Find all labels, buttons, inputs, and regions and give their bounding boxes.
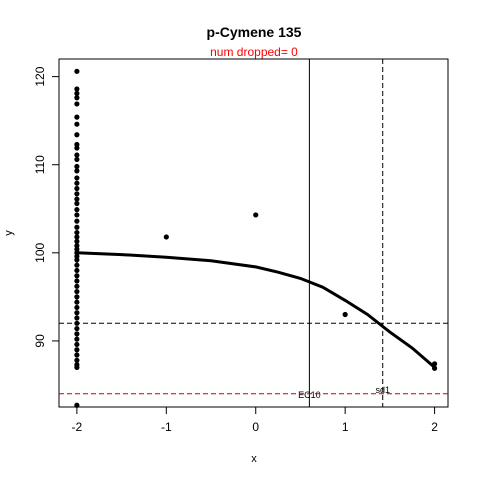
data-point [74,304,80,311]
data-point [74,341,80,348]
fitted-curve-layer [76,251,436,369]
y-axis: 90 100 110 120 [33,66,60,348]
data-point [74,101,80,107]
data-point [74,156,80,163]
data-point [74,283,80,289]
data-point [253,212,259,218]
x-tick-label: 1 [342,420,349,434]
data-point [431,361,438,367]
data-point [74,278,80,284]
y-tick-label: 120 [33,66,47,86]
fitted-curve [76,251,436,369]
data-point [74,132,80,138]
x-axis: -2 -1 0 1 2 [72,406,438,434]
data-point [74,294,80,300]
y-tick-label: 100 [33,242,47,262]
data-point [74,347,80,353]
data-point [74,90,80,96]
data-point [74,207,80,213]
data-point [74,364,80,370]
data-point [74,352,80,358]
data-point [74,402,80,408]
data-point [74,196,80,202]
data-points [74,68,438,408]
chart-title: p-Cymene 135 [207,24,302,40]
data-point [74,175,80,181]
data-point [74,121,80,127]
data-point [74,224,80,230]
data-point [74,288,80,295]
chart-subtitle: num dropped= 0 [210,45,298,59]
reference-lines: EC10 sd1 [59,59,448,407]
data-point [74,191,80,197]
x-tick-label: -1 [161,420,172,434]
data-point [74,325,80,332]
data-point [342,311,348,318]
data-point [74,68,80,74]
data-point [74,163,80,170]
data-point [74,95,80,101]
data-point [74,168,80,174]
x-tick-label: 2 [431,420,438,434]
data-point [74,357,80,363]
data-point [74,273,80,279]
data-point [74,229,80,236]
data-point [74,152,80,158]
data-point [74,238,80,244]
data-point [74,145,80,151]
data-point [74,320,80,326]
data-point [74,267,80,274]
y-axis-label: y [3,230,15,236]
data-point [74,114,80,120]
data-point [74,185,80,192]
data-point [74,336,80,342]
data-point [74,310,80,316]
data-point [74,212,80,218]
data-point [74,180,80,186]
y-tick-label: 110 [33,155,47,174]
plot-frame [58,58,449,408]
data-point [74,315,80,321]
data-point [163,234,169,240]
data-point [74,86,80,92]
x-axis-label: x [251,453,257,465]
x-tick-label: -2 [72,420,83,434]
data-point [74,299,80,305]
data-point [74,218,80,224]
x-tick-label: 0 [252,420,259,434]
reference-line-label: EC10 [298,390,321,400]
y-tick-label: 90 [33,334,47,348]
data-point [74,331,80,337]
data-point [74,257,80,263]
data-point [74,200,80,207]
data-point [74,234,80,240]
data-point [431,365,438,371]
data-point [74,262,80,268]
reference-line-label: sd1 [375,385,390,395]
